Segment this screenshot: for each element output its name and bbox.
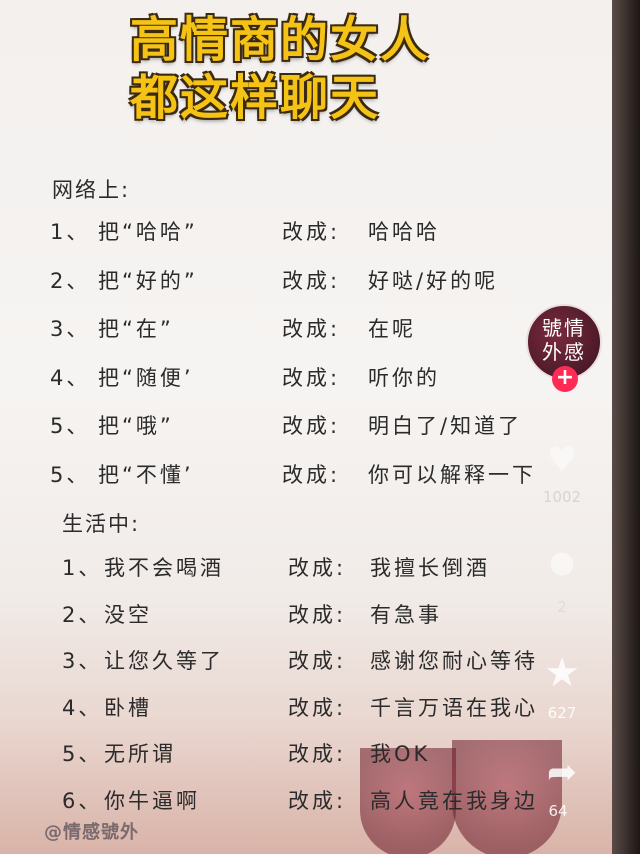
row-replacement: 哈哈哈 [368,220,440,244]
row-change-label: 改成: [288,788,347,813]
row-replacement: 在呢 [368,317,416,341]
row-original: 无所谓 [104,742,176,766]
row-change-label: 改成: [282,220,341,244]
row-replacement: 我OK [370,742,431,766]
plus-icon[interactable]: + [552,366,578,392]
row-change-label: 改成: [288,556,347,580]
row-replacement: 你可以解释一下 [368,462,536,487]
row-change-label: 改成: [282,414,341,438]
row-number: 1、 [62,556,103,580]
row-number: 6、 [62,788,103,813]
row-change-label: 改成: [282,317,341,341]
row-change-label: 改成: [282,365,341,390]
row-change-label: 改成: [282,462,341,487]
row-number: 2、 [62,602,103,627]
avatar-text-line1: 號情 [542,316,586,340]
row-number: 2、 [50,268,91,293]
like-count: 1002 [542,488,582,506]
row-original: 没空 [104,602,152,627]
row-original: 我不会喝酒 [104,556,224,580]
comment-icon[interactable]: ● [548,545,576,580]
row-replacement: 听你的 [368,365,440,390]
favorite-count: 627 [547,704,577,722]
row-original: 把“哦” [98,414,174,438]
wine-glass-right [452,740,562,854]
row-original: 把“好的” [98,268,198,293]
row-change-label: 改成: [288,695,347,720]
row-replacement: 有急事 [370,602,442,627]
phone-bezel [612,0,640,854]
section-heading-life: 生活中: [62,512,141,536]
title-line-1: 高情商的女人 [130,12,431,68]
creator-avatar[interactable]: 號情 外感 [526,304,602,380]
share-count: 64 [548,802,568,820]
avatar-text-line2: 外感 [542,340,586,364]
row-replacement: 好哒/好的呢 [368,268,499,293]
row-number: 3、 [50,317,91,341]
row-number: 1、 [50,220,91,244]
row-number: 5、 [62,742,103,766]
star-icon[interactable]: ★ [544,650,580,696]
row-original: 让您久等了 [104,649,224,673]
video-screen[interactable]: 高情商的女人 都这样聊天 网络上: 1、 把“哈哈” 改成: 哈哈哈 2、 把“好的” 改成… [0,0,612,854]
row-original: 卧槽 [104,695,152,720]
row-number: 4、 [62,695,103,720]
row-replacement: 感谢您耐心等待 [370,649,538,673]
row-change-label: 改成: [288,649,347,673]
section-heading-online: 网络上: [52,178,131,202]
row-number: 3、 [62,649,103,673]
row-number: 5、 [50,414,91,438]
row-original: 你牛逼啊 [104,788,200,813]
row-change-label: 改成: [288,742,347,766]
row-original: 把“不懂’ [98,462,194,487]
row-change-label: 改成: [288,602,347,627]
comment-count: 2 [557,598,567,616]
wine-glass-left [360,748,456,854]
row-replacement: 明白了/知道了 [368,414,523,438]
share-icon[interactable]: ➦ [546,752,578,793]
row-replacement: 千言万语在我心 [370,695,538,720]
heart-icon[interactable]: ♥ [546,440,578,480]
row-original: 把“随便’ [98,365,194,390]
row-change-label: 改成: [282,268,341,293]
row-replacement: 高人竟在我身边 [370,788,538,813]
author-watermark: @情感號外 [44,822,139,843]
row-replacement: 我擅长倒酒 [370,556,490,580]
row-original: 把“在” [98,317,174,341]
row-number: 4、 [50,365,91,390]
row-original: 把“哈哈” [98,220,198,244]
title-line-2: 都这样聊天 [130,70,381,126]
row-number: 5、 [50,462,91,487]
